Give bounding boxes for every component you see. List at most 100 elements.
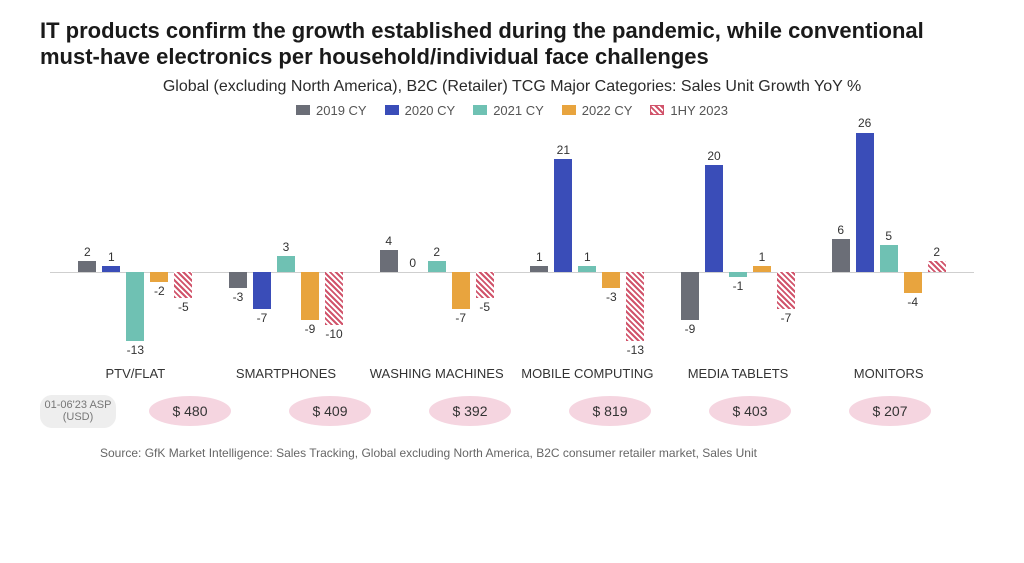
legend-swatch [473, 105, 487, 115]
bar-slot: -3 [229, 122, 247, 352]
bar-slot: -3 [602, 122, 620, 352]
bar-slot: 2 [928, 122, 946, 352]
asp-pill: $ 409 [260, 396, 400, 426]
chart-group: -3-73-9-10 [211, 122, 362, 352]
bar [150, 272, 168, 283]
asp-pill: $ 819 [540, 396, 680, 426]
category-label: SMARTPHONES [211, 366, 362, 381]
bar [229, 272, 247, 288]
bar [325, 272, 343, 325]
bar [174, 272, 192, 299]
bar-value-label: -4 [899, 295, 927, 309]
bar-slot: -7 [777, 122, 795, 352]
bar-slot: 20 [705, 122, 723, 352]
asp-value: $ 403 [709, 396, 791, 426]
bar-value-label: 1 [573, 250, 601, 264]
bar-slot: 6 [832, 122, 850, 352]
bar [753, 266, 771, 271]
bar-slot: -1 [729, 122, 747, 352]
bar-value-label: -13 [621, 343, 649, 357]
bar [530, 266, 548, 271]
bar-slot: -7 [452, 122, 470, 352]
bar [626, 272, 644, 342]
asp-value: $ 819 [569, 396, 651, 426]
bar-value-label: -9 [676, 322, 704, 336]
bar-value-label: 1 [748, 250, 776, 264]
chart-subtitle: Global (excluding North America), B2C (R… [102, 77, 922, 97]
asp-pill: $ 403 [680, 396, 820, 426]
bar-slot: -4 [904, 122, 922, 352]
bar-value-label: 1 [97, 250, 125, 264]
bar [476, 272, 494, 299]
bar-value-label: 2 [923, 245, 951, 259]
bar-slot: 2 [428, 122, 446, 352]
legend-label: 1HY 2023 [670, 103, 728, 118]
bar [253, 272, 271, 309]
bar-slot: -10 [325, 122, 343, 352]
bar-slot: 0 [404, 122, 422, 352]
bar-slot: -13 [626, 122, 644, 352]
bar [705, 165, 723, 272]
bar [554, 159, 572, 271]
category-label: WASHING MACHINES [361, 366, 512, 381]
bar-value-label: 2 [423, 245, 451, 259]
bar [102, 266, 120, 271]
bar-slot: 1 [530, 122, 548, 352]
bar-value-label: 6 [827, 223, 855, 237]
bar-slot: -9 [301, 122, 319, 352]
bar-slot: -5 [174, 122, 192, 352]
bar-value-label: 26 [851, 116, 879, 130]
asp-values: $ 480 $ 409 $ 392 $ 819 $ 403 $ 207 [116, 396, 964, 426]
legend-item: 2020 CY [385, 103, 456, 118]
asp-value: $ 207 [849, 396, 931, 426]
bar-slot: -2 [150, 122, 168, 352]
legend-swatch [296, 105, 310, 115]
bar-slot: -5 [476, 122, 494, 352]
legend-swatch [650, 105, 664, 115]
slide-title: IT products confirm the growth establish… [40, 18, 984, 71]
bar [578, 266, 596, 271]
asp-value: $ 480 [149, 396, 231, 426]
asp-pill: $ 392 [400, 396, 540, 426]
bar-value-label: -1 [724, 279, 752, 293]
bar [856, 133, 874, 272]
bar-slot: 21 [554, 122, 572, 352]
bar [380, 250, 398, 271]
bar-value-label: -2 [145, 284, 173, 298]
chart-group: 21-13-2-5 [60, 122, 211, 352]
asp-value: $ 409 [289, 396, 371, 426]
asp-row-label: 01-06'23 ASP (USD) [40, 395, 116, 428]
legend-swatch [562, 105, 576, 115]
bar [904, 272, 922, 293]
bar-value-label: -5 [169, 300, 197, 314]
bar-value-label: -3 [597, 290, 625, 304]
chart-group: -920-11-7 [663, 122, 814, 352]
bar-slot: 26 [856, 122, 874, 352]
legend-item: 2019 CY [296, 103, 367, 118]
category-row: PTV/FLATSMARTPHONESWASHING MACHINESMOBIL… [40, 352, 984, 381]
bar [602, 272, 620, 288]
bar-slot: 1 [578, 122, 596, 352]
bar-slot: 3 [277, 122, 295, 352]
bar-value-label: -7 [772, 311, 800, 325]
asp-value: $ 392 [429, 396, 511, 426]
asp-pill: $ 207 [820, 396, 960, 426]
slide: IT products confirm the growth establish… [0, 0, 1024, 563]
bar-value-label: 20 [700, 149, 728, 163]
legend-label: 2021 CY [493, 103, 544, 118]
bar-value-label: 21 [549, 143, 577, 157]
legend-item: 1HY 2023 [650, 103, 728, 118]
legend-label: 2020 CY [405, 103, 456, 118]
bar [777, 272, 795, 309]
bar [452, 272, 470, 309]
category-label: MEDIA TABLETS [663, 366, 814, 381]
bar-value-label: -7 [248, 311, 276, 325]
legend-item: 2022 CY [562, 103, 633, 118]
bar-slot: 5 [880, 122, 898, 352]
bar-value-label: 1 [525, 250, 553, 264]
legend-item: 2021 CY [473, 103, 544, 118]
bar [729, 272, 747, 277]
chart-groups: 21-13-2-5-3-73-9-10402-7-51211-3-13-920-… [50, 122, 974, 352]
bar-slot: 4 [380, 122, 398, 352]
bar-value-label: 3 [272, 240, 300, 254]
